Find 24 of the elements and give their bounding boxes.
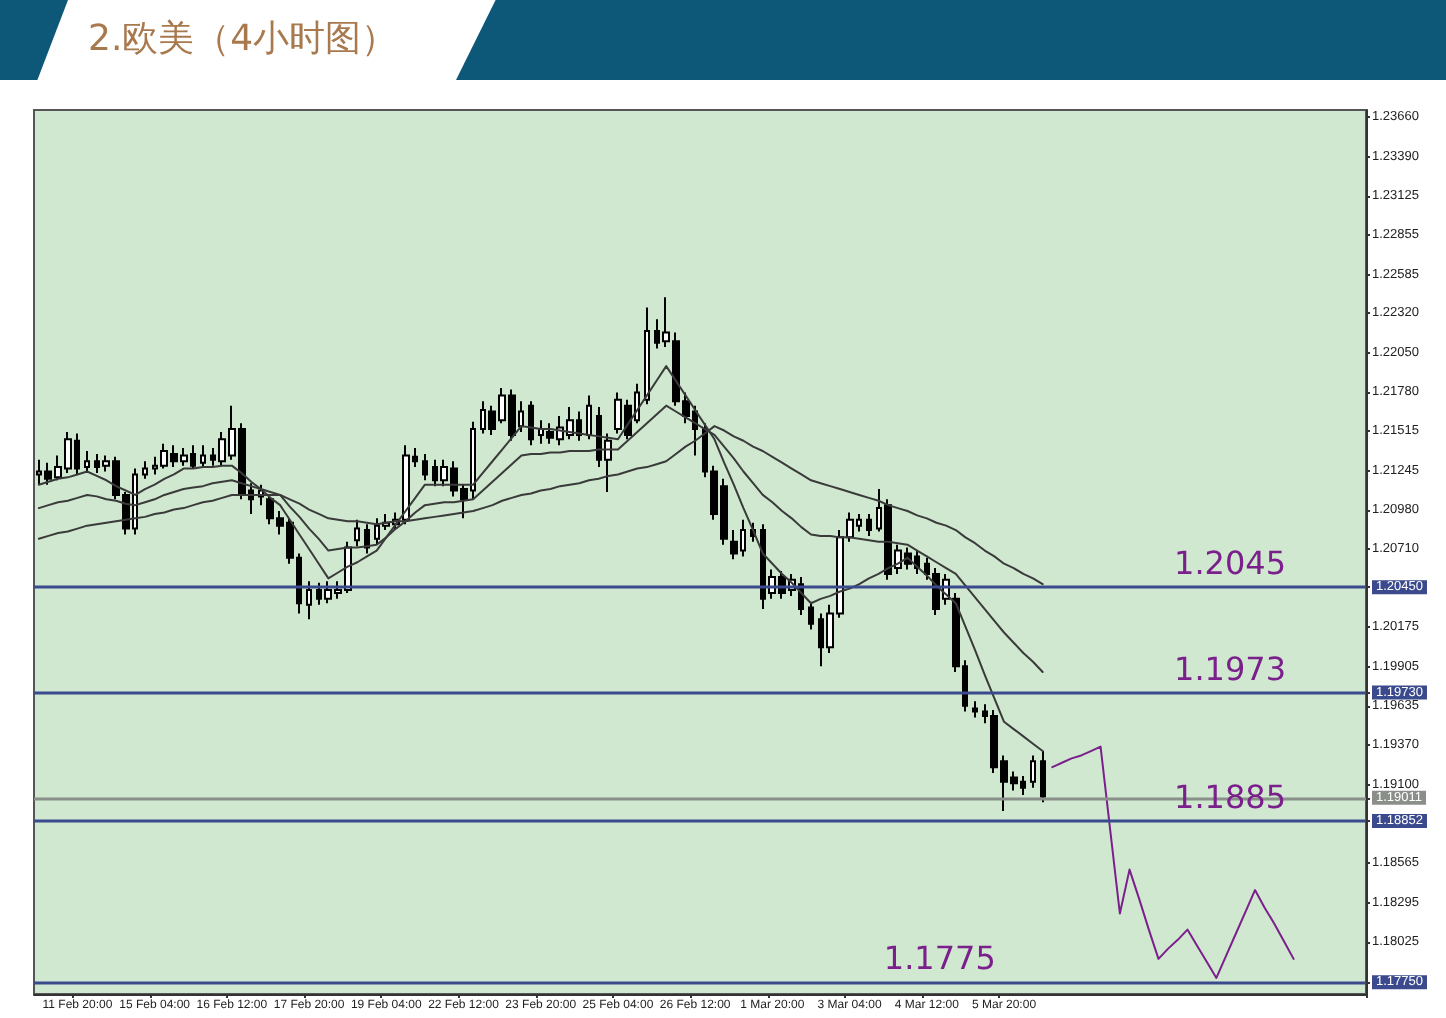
candlestick [644,306,650,406]
chart-title: 2.欧美（4小时图） [88,16,398,62]
candlestick [846,511,854,543]
ref-line-label: 1.1885 [1174,778,1286,817]
candlestick [972,700,978,719]
candlestick [402,444,410,526]
ref-line-label: 1.1775 [883,939,996,978]
line-series [37,365,1044,753]
candlestick [528,400,534,447]
ref-line-label: 1.1973 [1174,649,1286,688]
ref-line-label: 1.2045 [1174,544,1286,583]
candlestick [866,512,872,537]
candlestick [306,580,312,621]
candlestick [200,444,206,469]
candlestick [422,452,428,482]
candlestick [354,518,360,548]
candlestick [142,460,148,480]
candlestick [1030,754,1036,789]
candlestick [808,600,814,631]
candlestick [1040,750,1046,804]
candlestick [84,450,90,474]
candlestick [586,394,592,441]
line-series [1051,745,1295,979]
candlestick [364,523,370,555]
